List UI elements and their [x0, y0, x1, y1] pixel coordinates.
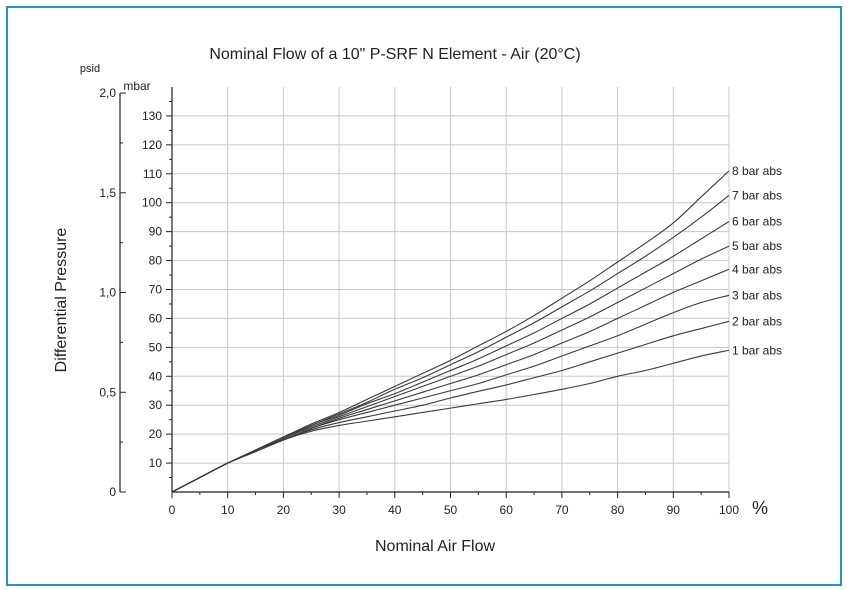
series-label: 4 bar abs — [732, 262, 782, 276]
x-tick-label: 60 — [500, 503, 514, 517]
series-line — [171, 245, 730, 493]
series-label: 3 bar abs — [732, 288, 782, 302]
chart-title: Nominal Flow of a 10" P-SRF N Element - … — [209, 46, 580, 63]
series-label: 8 bar abs — [732, 164, 782, 178]
y-tick-label: 120 — [142, 138, 162, 152]
grid-layer — [172, 87, 730, 492]
psid-tick-label: 1,0 — [99, 286, 116, 300]
y-axis-label: Differential Pressure — [53, 228, 70, 373]
y-tick-label: 70 — [149, 283, 163, 297]
series-label: 2 bar abs — [732, 314, 782, 328]
x-tick-label: 80 — [611, 503, 625, 517]
y-tick-label: 10 — [149, 456, 163, 470]
x-tick-label: 90 — [667, 503, 681, 517]
y-tick-label: 100 — [142, 196, 162, 210]
y-tick-label: 60 — [149, 311, 163, 325]
y-tick-label: 50 — [149, 340, 163, 354]
series-label: 5 bar abs — [732, 239, 782, 253]
y-unit-mbar: mbar — [123, 79, 150, 93]
x-tick-label: 0 — [169, 503, 176, 517]
x-tick-label: 20 — [277, 503, 291, 517]
x-axis-label: Nominal Air Flow — [375, 538, 495, 555]
x-tick-label: 50 — [444, 503, 458, 517]
x-tick-label: 40 — [388, 503, 402, 517]
x-tick-label: 100 — [719, 503, 739, 517]
y-tick-label: 30 — [149, 398, 163, 412]
x-unit-label: % — [752, 498, 768, 518]
y-tick-label: 110 — [143, 167, 162, 181]
x-tick-label: 70 — [555, 503, 569, 517]
y-tick-label: 80 — [149, 254, 163, 268]
y-tick-label: 130 — [142, 109, 162, 123]
axes-layer: 0 10 20 30 40 50 60 70 80 90 100 10 20 30 40 50 60 70 80 90… — [99, 86, 739, 517]
labels-layer: 1 bar abs 2 bar abs 3 bar abs 4 bar abs 5 ba… — [732, 164, 782, 357]
psid-tick-label: 0,5 — [99, 385, 116, 399]
psid-tick-label: 1,5 — [99, 186, 116, 200]
psid-tick-label: 2,0 — [99, 86, 116, 100]
y-tick-label: 40 — [149, 369, 163, 383]
series-layer — [171, 170, 730, 493]
series-line — [171, 170, 730, 493]
series-label: 1 bar abs — [732, 343, 782, 357]
x-tick-label: 10 — [221, 503, 235, 517]
y-tick-label: 90 — [149, 225, 163, 239]
psid-tick-label: 0 — [109, 485, 116, 499]
y-tick-label: 20 — [149, 427, 163, 441]
chart-frame — [6, 6, 842, 586]
y-unit-psid: psid — [80, 63, 100, 75]
series-label: 7 bar abs — [732, 188, 782, 202]
x-tick-label: 30 — [332, 503, 346, 517]
series-label: 6 bar abs — [732, 215, 782, 229]
